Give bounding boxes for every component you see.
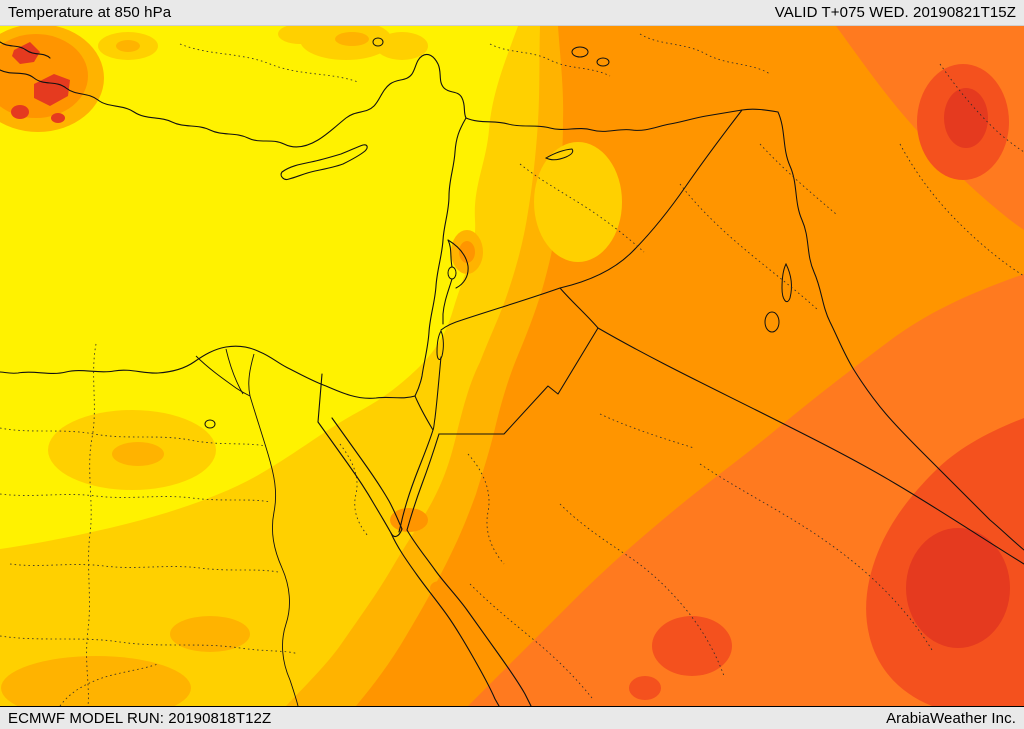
levant-coastline <box>414 117 467 397</box>
dead-sea <box>436 329 444 360</box>
turkish-lake <box>571 46 589 58</box>
temp-hot-spot <box>11 105 29 119</box>
admin-boundary <box>86 343 97 706</box>
temperature-field <box>0 26 1024 706</box>
temp-hot-blob-small <box>629 676 661 700</box>
admin-boundary <box>0 493 271 503</box>
rivers <box>195 348 299 706</box>
lake-qarun <box>204 419 216 429</box>
temp-patch <box>390 508 428 532</box>
map-header: Temperature at 850 hPa VALID T+075 WED. … <box>0 0 1024 26</box>
gulf-of-aqaba-west-shore <box>398 429 434 533</box>
lake-razazah <box>764 311 780 333</box>
cyprus-outline <box>280 144 368 180</box>
admin-boundary <box>699 463 933 651</box>
lake-assad <box>544 148 574 161</box>
red-sea-west-coastline <box>390 532 500 706</box>
lakes <box>204 37 792 429</box>
gulf-of-aqaba-east-shore <box>406 433 440 531</box>
lake-tharthar <box>781 262 792 303</box>
turkish-lake <box>596 57 610 67</box>
temp-patch <box>459 241 475 263</box>
jordan-saudi-border <box>438 327 599 435</box>
admin-boundary <box>179 43 359 83</box>
map-area <box>0 26 1024 706</box>
temperature-map <box>0 26 1024 706</box>
coastlines <box>0 41 532 706</box>
temp-hot-core-ne <box>944 88 988 148</box>
turkey-south-coastline <box>0 53 467 148</box>
temp-patch <box>116 40 140 52</box>
jordan-iraq-border <box>559 287 599 329</box>
map-footer: ECMWF MODEL RUN: 20190818T12Z ArabiaWeat… <box>0 706 1024 729</box>
israel-egypt-border <box>414 395 434 431</box>
nile-delta-mid-branch <box>225 348 244 395</box>
gulf-of-suez-west-shore <box>317 421 392 534</box>
temp-patch <box>335 32 369 46</box>
temp-patch <box>376 32 428 60</box>
temp-patch <box>1 656 191 706</box>
iraq-saudi-border <box>597 327 1024 565</box>
turkish-lake <box>372 37 384 47</box>
admin-boundary <box>519 163 645 253</box>
jordan-rift-border <box>442 278 453 325</box>
nile-delta-west-branch <box>195 355 251 397</box>
admin-boundary <box>559 503 725 677</box>
syria-iraq-border <box>559 109 743 289</box>
lebanon-syria-border <box>447 239 469 289</box>
syria-jordan-border <box>440 287 561 331</box>
country-borders <box>414 108 1024 565</box>
admin-boundary <box>759 143 837 215</box>
jordan-rift-border-south <box>432 356 442 431</box>
temp-hot-blob-small <box>652 616 732 676</box>
admin-boundary <box>599 413 695 449</box>
gulf-of-suez-east-shore <box>331 417 403 530</box>
temp-hot-spot <box>51 113 65 123</box>
aegean-coastline <box>0 41 51 59</box>
admin-boundary <box>899 143 1024 277</box>
nile-delta-east-branch <box>248 353 255 397</box>
temp-patch <box>170 616 250 652</box>
temp-patch <box>112 442 164 466</box>
admin-boundary <box>939 63 1024 153</box>
egypt-north-coastline <box>0 345 416 399</box>
admin-boundary <box>59 663 159 706</box>
valid-time-label: VALID T+075 WED. 20190821T15Z <box>774 4 1016 21</box>
temp-patch <box>430 581 450 595</box>
nile-river <box>249 395 299 706</box>
temp-patch <box>278 26 322 44</box>
admin-boundaries <box>0 33 1024 706</box>
iran-iraq-border <box>777 111 1024 551</box>
turkey-syria-iraq-border <box>465 108 779 132</box>
admin-boundary <box>489 43 611 77</box>
temp-hot-core-right <box>906 528 1010 648</box>
page-title: Temperature at 850 hPa <box>8 4 172 21</box>
model-run-label: ECMWF MODEL RUN: 20190818T12Z <box>8 709 272 727</box>
red-sea-east-coastline <box>406 529 532 706</box>
suez-canal <box>317 373 323 423</box>
admin-boundary <box>469 583 593 699</box>
admin-boundary <box>639 33 771 75</box>
admin-boundary <box>467 453 505 565</box>
brand-label: ArabiaWeather Inc. <box>886 709 1016 727</box>
jordan-rift-border-north <box>447 239 453 268</box>
